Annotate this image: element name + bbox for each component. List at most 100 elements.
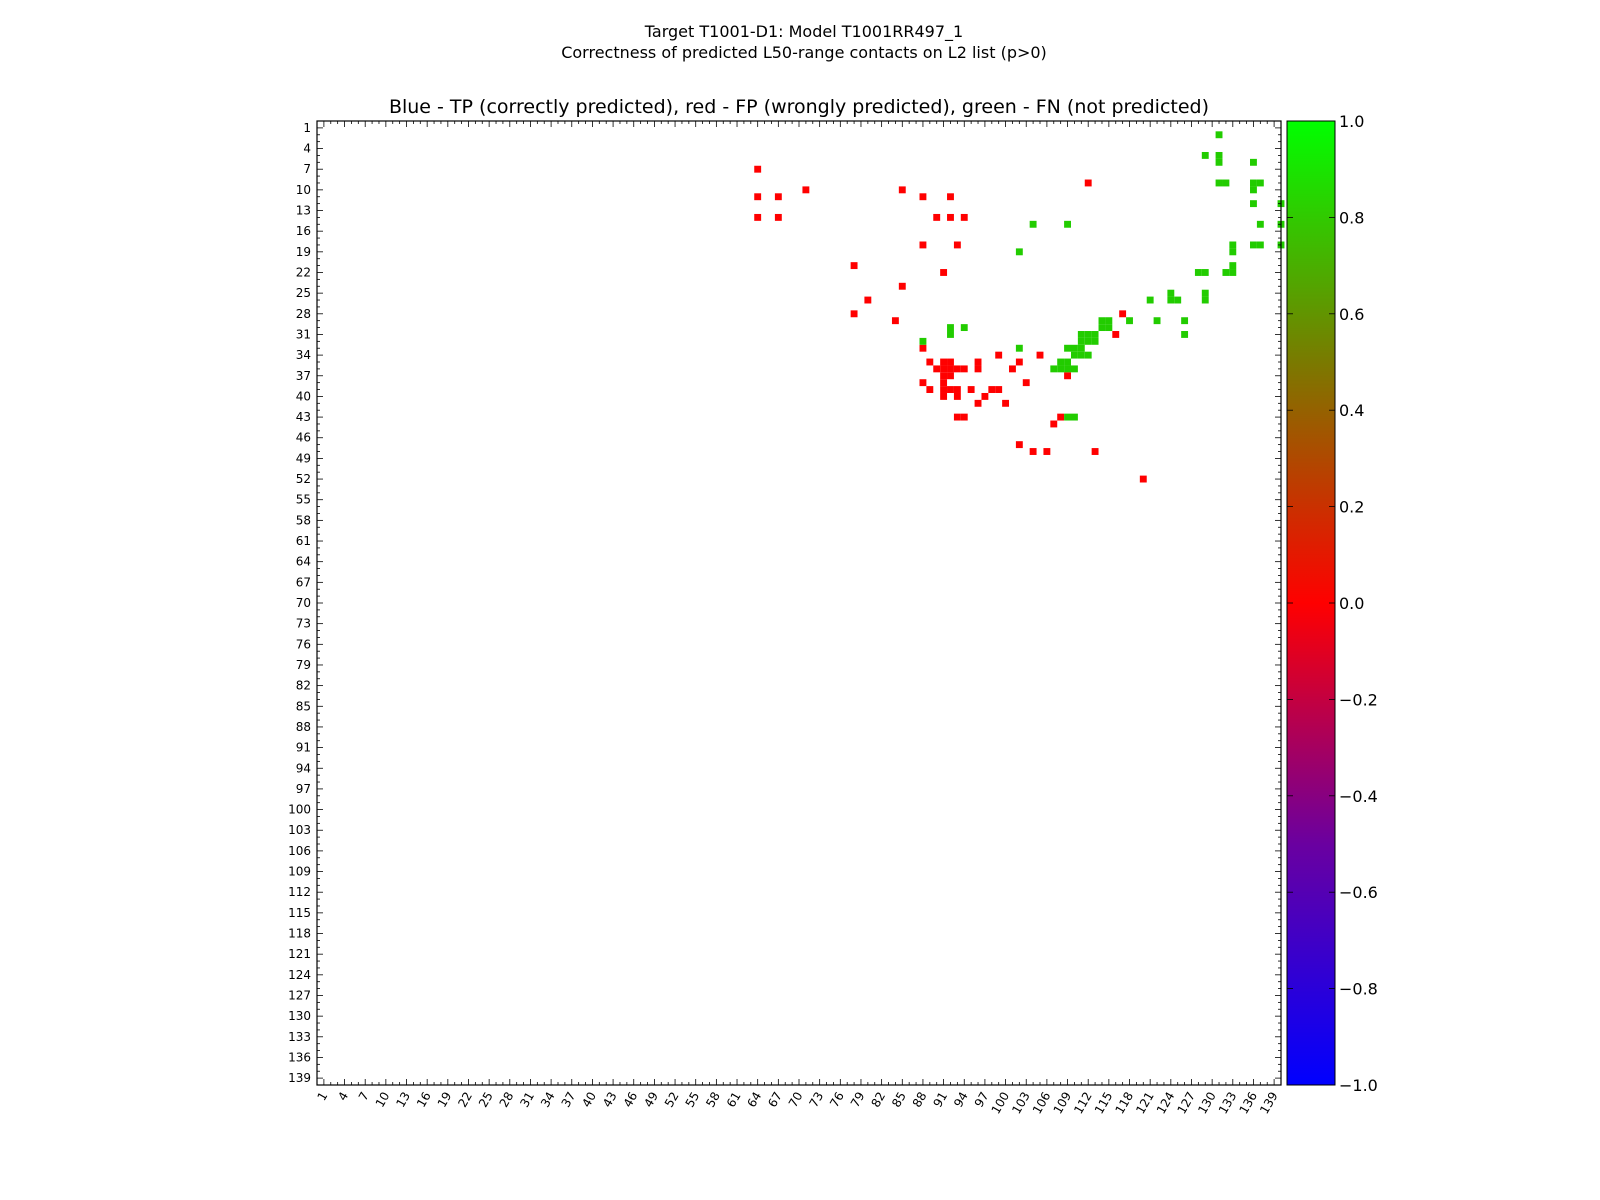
x-tick-label: 136 <box>1236 1090 1260 1117</box>
fn-contact-cell <box>1250 241 1257 249</box>
fp-contact-cell <box>960 413 968 421</box>
fp-contact-cell <box>1009 365 1016 373</box>
x-tick-label: 58 <box>703 1090 723 1110</box>
x-tick-label: 127 <box>1175 1090 1199 1117</box>
colorbar-tick-label: −0.2 <box>1339 690 1378 709</box>
y-tick-label: 22 <box>296 265 311 279</box>
fn-contact-cell <box>919 337 927 345</box>
fn-contact-cell <box>1215 179 1223 187</box>
x-tick-label: 133 <box>1216 1090 1240 1117</box>
fp-contact-cell <box>1119 310 1127 318</box>
fp-contact-cell <box>960 365 968 373</box>
colorbar-tick-label: 0.6 <box>1339 305 1364 324</box>
fp-contact-cell <box>1015 441 1023 449</box>
fn-contact-cell <box>1215 151 1223 159</box>
x-tick-label: 1 <box>315 1090 331 1104</box>
y-tick-label: 88 <box>296 720 311 734</box>
contact-cells <box>754 131 1285 483</box>
x-tick-label: 40 <box>579 1090 599 1110</box>
fn-contact-cell <box>1215 131 1223 139</box>
colorbar-tick-label: −0.8 <box>1339 980 1378 999</box>
fp-contact-cell <box>967 386 975 393</box>
fn-contact-cell <box>1064 358 1071 366</box>
fn-contact-cell <box>1222 269 1230 276</box>
fn-contact-cell <box>1064 344 1071 352</box>
y-tick-label: 133 <box>288 1030 311 1044</box>
fp-contact-cell <box>940 379 948 387</box>
fn-contact-cell <box>1070 344 1078 352</box>
fp-contact-cell <box>891 317 899 325</box>
fp-contact-cell <box>933 365 941 373</box>
y-tick-label: 115 <box>288 906 311 920</box>
fn-contact-cell <box>1126 317 1133 325</box>
x-tick-label: 34 <box>538 1090 558 1110</box>
fn-contact-cell <box>1222 179 1230 187</box>
y-tick-label: 106 <box>288 844 311 858</box>
fp-contact-cell <box>947 193 954 201</box>
y-tick-label: 94 <box>296 761 311 775</box>
colorbar <box>1286 120 1336 1086</box>
fp-contact-cell <box>974 399 982 407</box>
x-tick-label: 103 <box>1009 1090 1033 1117</box>
y-tick-label: 37 <box>296 369 311 383</box>
fp-contact-cell <box>940 269 948 276</box>
fp-contact-cell <box>850 310 858 318</box>
fp-contact-cell <box>953 386 961 393</box>
fn-contact-cell <box>1229 262 1237 270</box>
x-tick-label: 28 <box>497 1090 517 1110</box>
fn-contact-cell <box>1077 337 1085 345</box>
fp-contact-cell <box>1064 372 1071 380</box>
fn-contact-cell <box>1070 413 1078 421</box>
fn-contact-cell <box>1256 220 1264 228</box>
y-tick-label: 13 <box>296 204 311 218</box>
fn-contact-cell <box>1250 186 1257 194</box>
fp-contact-cell <box>995 351 1003 359</box>
colorbar-ticks: 1.0 0.8 0.6 0.4 0.2 0.0 −0.2 −0.4 −0.6 −0.8 −1.0 <box>1287 112 1378 1095</box>
y-tick-label: 79 <box>296 658 311 672</box>
fn-contact-cell <box>1098 324 1106 332</box>
fn-contact-cell <box>1070 365 1078 373</box>
y-tick-label: 61 <box>296 534 311 548</box>
x-tick-label: 73 <box>806 1090 826 1110</box>
fp-contact-cell <box>995 386 1003 393</box>
x-tick-label: 46 <box>621 1090 641 1110</box>
fp-contact-cell <box>960 213 968 221</box>
fp-contact-cell <box>953 241 961 249</box>
fn-contact-cell <box>960 324 968 332</box>
y-tick-label: 118 <box>288 927 311 941</box>
x-tick-label: 67 <box>765 1090 785 1110</box>
x-tick-label: 109 <box>1051 1090 1075 1117</box>
fp-contact-cell <box>919 241 927 249</box>
y-tick-label: 46 <box>296 431 311 445</box>
y-tick-label: 91 <box>296 741 311 755</box>
fn-contact-cell <box>1194 269 1202 276</box>
x-tick-label: 106 <box>1030 1090 1054 1117</box>
y-tick-label: 112 <box>288 885 311 899</box>
x-tick-label: 10 <box>373 1090 393 1110</box>
x-tick-label: 64 <box>745 1090 765 1110</box>
fn-contact-cell <box>1105 324 1113 332</box>
fp-contact-cell <box>1002 399 1010 407</box>
x-tick-label: 130 <box>1195 1090 1219 1117</box>
y-tick-label: 97 <box>296 782 311 796</box>
y-tick-label: 4 <box>303 142 311 156</box>
y-tick-label: 55 <box>296 493 311 507</box>
fp-contact-cell <box>919 379 927 387</box>
fp-contact-cell <box>940 365 948 373</box>
fp-contact-cell <box>1043 448 1051 455</box>
fn-contact-cell <box>1201 151 1209 159</box>
y-tick-label: 19 <box>296 245 311 259</box>
fn-contact-cell <box>1201 269 1209 276</box>
fp-contact-cell <box>926 358 934 366</box>
fn-contact-cell <box>1201 289 1209 297</box>
y-tick-label: 73 <box>296 617 311 631</box>
fp-contact-cell <box>754 213 762 221</box>
fn-contact-cell <box>1084 351 1092 359</box>
fp-contact-cell <box>754 193 762 201</box>
x-tick-label: 43 <box>600 1090 620 1110</box>
fn-contact-cell <box>1077 331 1085 338</box>
colorbar-tick-label: 0.8 <box>1339 208 1364 227</box>
fn-contact-cell <box>1229 269 1237 276</box>
x-tick-label: 115 <box>1092 1090 1116 1117</box>
fp-contact-cell <box>1084 179 1092 187</box>
